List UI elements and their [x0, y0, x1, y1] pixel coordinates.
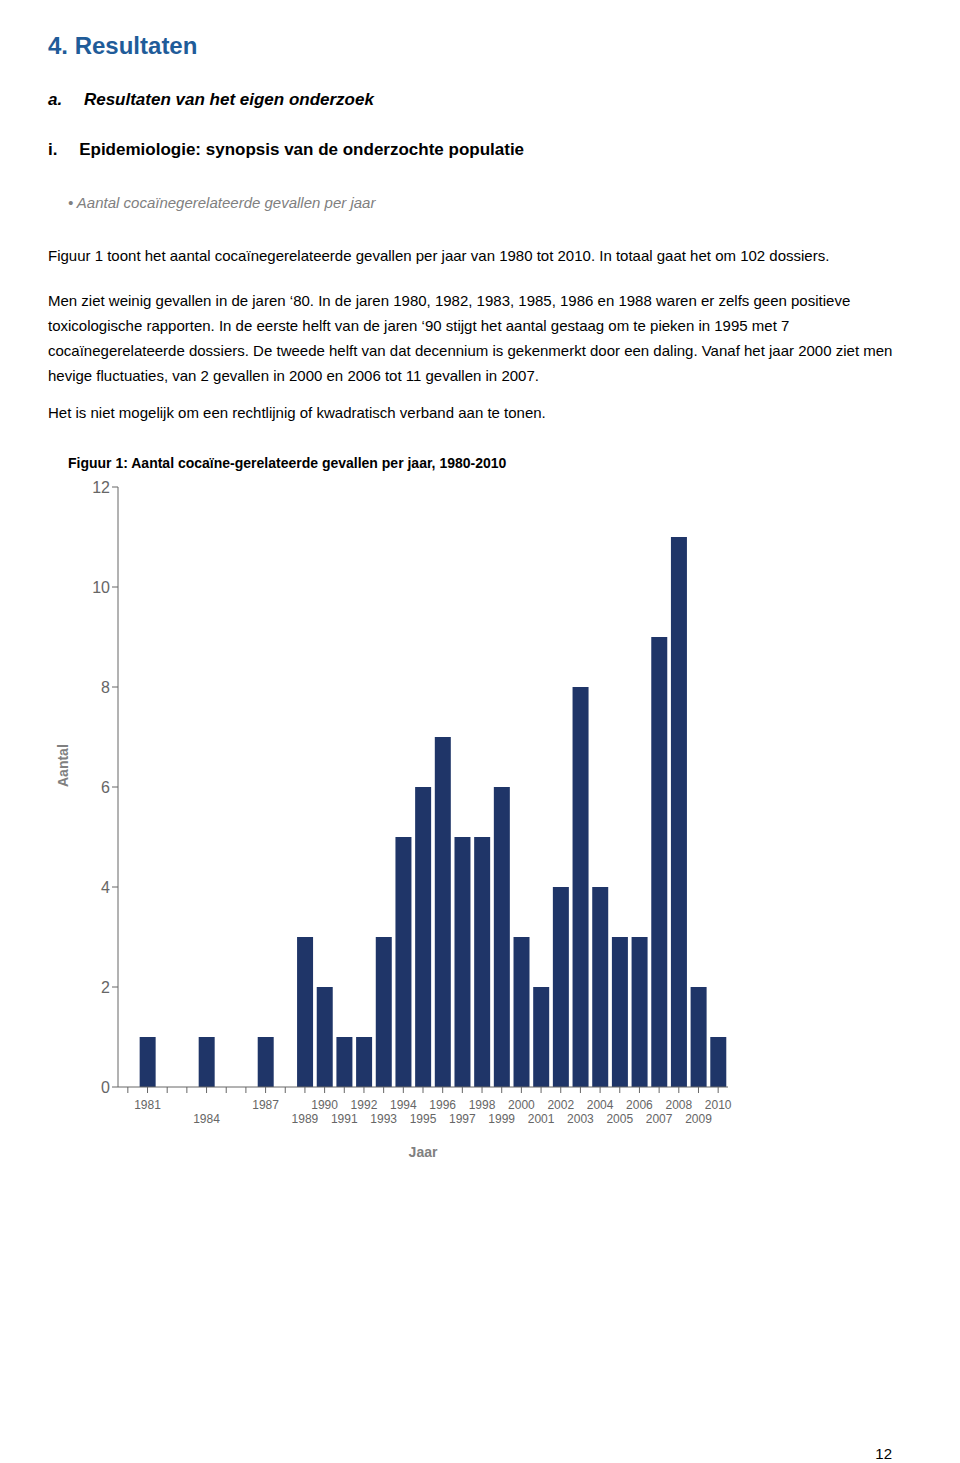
- svg-text:1995: 1995: [410, 1112, 437, 1126]
- html-text:Het is niet mogelijk om een re: Het is niet mogelijk om een rechtlijnig …: [48, 404, 546, 421]
- svg-text:2000: 2000: [508, 1098, 535, 1112]
- svg-text:1993: 1993: [370, 1112, 397, 1126]
- html-text:Figuur 1 toont het aantal coca: Figuur 1 toont het aantal cocaïnegerelat…: [48, 247, 830, 264]
- svg-text:12: 12: [92, 479, 110, 496]
- svg-text:2: 2: [101, 979, 110, 996]
- html-text:Figuur 1: Aantal cocaïne-gerel: Figuur 1: Aantal cocaïne-gerelateerde ge…: [68, 455, 507, 471]
- svg-text:2003: 2003: [567, 1112, 594, 1126]
- svg-text:2007: 2007: [646, 1112, 673, 1126]
- svg-text:6: 6: [101, 779, 110, 796]
- html-text:4. Resultaten: 4. Resultaten: [48, 32, 198, 59]
- svg-text:2001: 2001: [528, 1112, 555, 1126]
- svg-text:1997: 1997: [449, 1112, 476, 1126]
- svg-text:4: 4: [101, 879, 110, 896]
- svg-text:2010: 2010: [705, 1098, 732, 1112]
- svg-text:8: 8: [101, 679, 110, 696]
- svg-text:1991: 1991: [331, 1112, 358, 1126]
- svg-text:1987: 1987: [252, 1098, 279, 1112]
- svg-text:2009: 2009: [685, 1112, 712, 1126]
- svg-text:1984: 1984: [193, 1112, 220, 1126]
- svg-text:1998: 1998: [469, 1098, 496, 1112]
- html-text:Men ziet weinig gevallen in de: Men ziet weinig gevallen in de jaren ‘80…: [48, 292, 893, 384]
- svg-text:1989: 1989: [292, 1112, 319, 1126]
- html-text:i. Epidemiologie: synopsis van: i. Epidemiologie: synopsis van de onderz…: [48, 140, 525, 159]
- svg-text:1999: 1999: [488, 1112, 515, 1126]
- svg-text:2006: 2006: [626, 1098, 653, 1112]
- svg-text:1981: 1981: [134, 1098, 161, 1112]
- svg-text:0: 0: [101, 1079, 110, 1096]
- svg-text:2008: 2008: [665, 1098, 692, 1112]
- svg-text:1992: 1992: [351, 1098, 378, 1112]
- svg-text:2002: 2002: [547, 1098, 574, 1112]
- svg-text:1996: 1996: [429, 1098, 456, 1112]
- svg-text:10: 10: [92, 579, 110, 596]
- svg-text:1994: 1994: [390, 1098, 417, 1112]
- svg-text:1990: 1990: [311, 1098, 338, 1112]
- svg-text:Jaar: Jaar: [409, 1144, 438, 1160]
- svg-text:2005: 2005: [606, 1112, 633, 1126]
- svg-text:2004: 2004: [587, 1098, 614, 1112]
- html-text:a. Resultaten van het eigen on: a. Resultaten van het eigen onderzoek: [48, 90, 374, 109]
- html-text:• Aantal cocaïnegerelateerde g: • Aantal cocaïnegerelateerde gevallen pe…: [68, 194, 376, 211]
- html-text:12: 12: [875, 1445, 892, 1462]
- svg-text:Aantal: Aantal: [55, 744, 71, 787]
